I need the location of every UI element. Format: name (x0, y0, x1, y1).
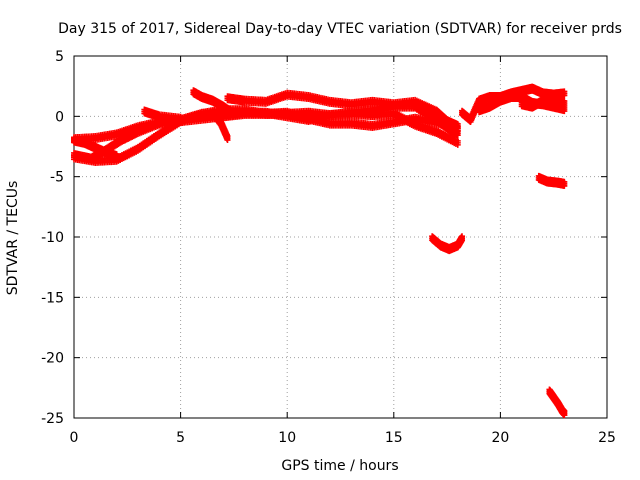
y-tick-label: -10 (41, 230, 64, 246)
series-track-n (546, 386, 568, 419)
y-tick-label: 0 (55, 109, 64, 125)
data-point (454, 141, 461, 148)
x-tick-label: 5 (176, 430, 185, 446)
y-tick-label: -5 (50, 170, 64, 186)
series-track-k (518, 95, 568, 112)
data-point (561, 182, 568, 189)
series-track-e (141, 106, 184, 124)
data-point (454, 124, 461, 131)
series-track-d (71, 135, 120, 162)
data-point (561, 412, 568, 419)
data-point (561, 108, 568, 115)
data-point (561, 92, 568, 99)
chart-title: Day 315 of 2017, Sidereal Day-to-day VTE… (58, 21, 622, 37)
series-track-m (535, 172, 568, 189)
data-point (224, 137, 231, 144)
y-tick-label: -25 (41, 411, 64, 427)
x-tick-label: 20 (491, 430, 509, 446)
data-point (459, 237, 466, 244)
data-point (177, 117, 184, 124)
series-track-f (190, 87, 237, 119)
x-tick-label: 25 (598, 430, 616, 446)
x-axis-label: GPS time / hours (281, 458, 398, 474)
y-tick-label: -15 (41, 290, 64, 306)
data-point (230, 112, 237, 119)
y-axis-label: SDTVAR / TECUs (5, 181, 21, 296)
series-track-g (209, 107, 231, 144)
series-track-l (429, 233, 466, 255)
data-point (113, 155, 120, 162)
x-tick-label: 0 (70, 430, 79, 446)
y-tick-label: 5 (55, 49, 64, 65)
y-tick-label: -20 (41, 351, 64, 367)
x-tick-label: 10 (278, 430, 296, 446)
series-track-h (224, 89, 461, 131)
data-points (71, 83, 568, 419)
axis-ticks: 0 5 10 15 20 25 -25 -20 -15 -10 -5 0 5 (41, 49, 616, 446)
data-point (561, 102, 568, 109)
x-tick-label: 15 (385, 430, 403, 446)
